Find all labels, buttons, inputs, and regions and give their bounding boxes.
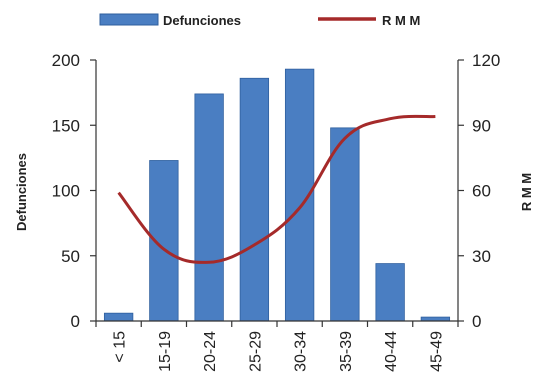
y2-tick-label-3: 90	[472, 116, 491, 135]
x-tick-label-0: < 15	[112, 331, 129, 363]
y-axis-title: Defunciones	[14, 153, 29, 231]
y-tick-label-3: 150	[52, 116, 80, 135]
y2-tick-label-4: 120	[472, 51, 500, 70]
x-tick-label-7: 45-49	[428, 331, 445, 372]
rmm-line-group	[117, 114, 436, 264]
legend-swatch-defunciones	[99, 13, 159, 26]
legend-label-rmm: R M M	[382, 13, 420, 28]
y2-tick-label-1: 30	[472, 247, 491, 266]
rmm-line	[117, 114, 436, 264]
bars-group	[103, 68, 451, 322]
x-tick-label-1: 15-19	[157, 331, 174, 372]
y-tick-label-2: 100	[52, 182, 80, 201]
y-ticks: 0 50 100 150 200	[52, 51, 96, 331]
y2-tick-label-0: 0	[472, 312, 481, 331]
legend-label-defunciones: Defunciones	[163, 13, 241, 28]
x-tick-label-4: 30-34	[293, 331, 310, 372]
bar-2	[194, 93, 224, 322]
x-tick-label-2: 20-24	[202, 331, 219, 372]
bar-6	[375, 263, 405, 322]
bar-3	[239, 77, 270, 322]
x-tick-label-3: 25-29	[247, 331, 264, 372]
y-tick-label-1: 50	[61, 247, 80, 266]
x-tick-label-6: 40-44	[383, 331, 400, 372]
x-tick-label-5: 35-39	[338, 331, 355, 372]
bar-0	[103, 312, 134, 322]
y2-axis-title: R M M	[519, 173, 534, 211]
x-ticks: < 15 15-19 20-24 25-29 30-34 35-39 40-44 45-49	[95, 321, 459, 372]
bar-5	[330, 127, 360, 322]
legend: Defunciones R M M	[99, 13, 420, 28]
y-tick-label-0: 0	[71, 312, 80, 331]
y2-tick-label-2: 60	[472, 182, 491, 201]
y-tick-label-4: 200	[52, 51, 80, 70]
y2-ticks: 0 30 60 90 120	[458, 51, 500, 331]
